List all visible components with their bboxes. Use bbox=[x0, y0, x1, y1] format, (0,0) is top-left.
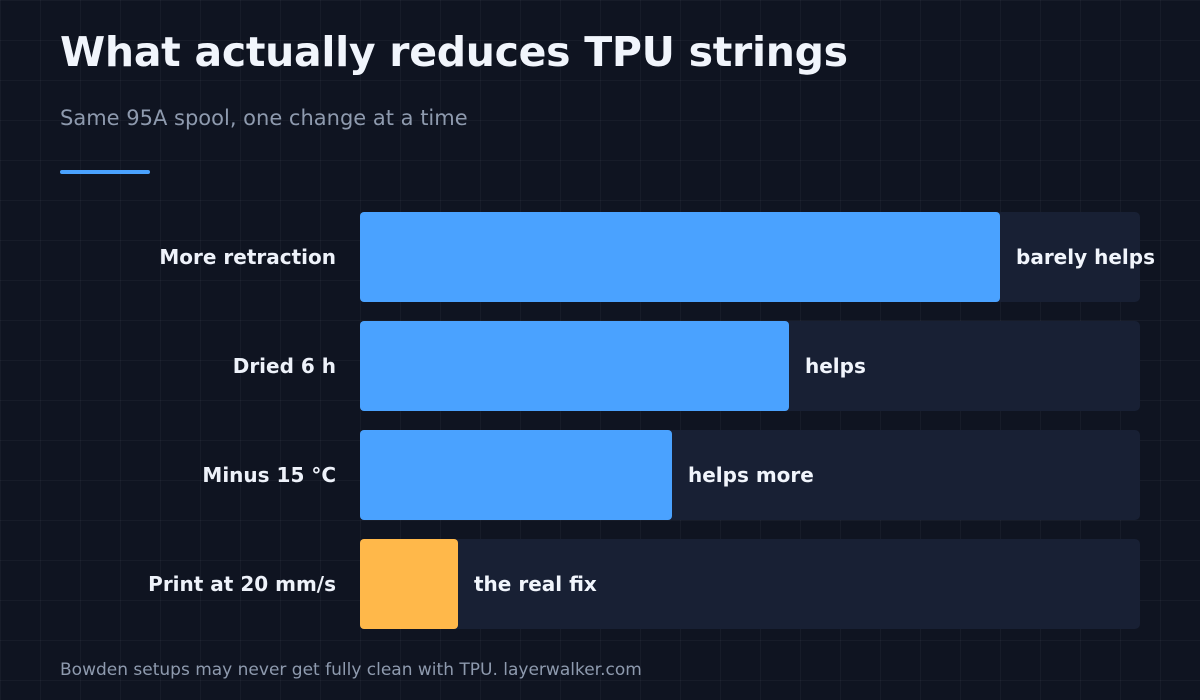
chart-title: What actually reduces TPU strings bbox=[60, 28, 848, 76]
category-label: Minus 15 °C bbox=[202, 463, 336, 487]
bar bbox=[360, 430, 672, 520]
category-label: More retraction bbox=[159, 245, 336, 269]
bar bbox=[360, 212, 1000, 302]
category-label: Dried 6 h bbox=[232, 354, 336, 378]
value-label: helps bbox=[805, 354, 866, 378]
bar bbox=[360, 321, 789, 411]
accent-rule bbox=[60, 170, 150, 174]
bar bbox=[360, 539, 458, 629]
value-label: helps more bbox=[688, 463, 814, 487]
category-label: Print at 20 mm/s bbox=[148, 572, 336, 596]
value-label: barely helps bbox=[1016, 245, 1155, 269]
value-label: the real fix bbox=[474, 572, 597, 596]
bar-track bbox=[360, 539, 1140, 629]
footer-note: Bowden setups may never get fully clean … bbox=[60, 660, 642, 680]
chart-subtitle: Same 95A spool, one change at a time bbox=[60, 106, 468, 130]
